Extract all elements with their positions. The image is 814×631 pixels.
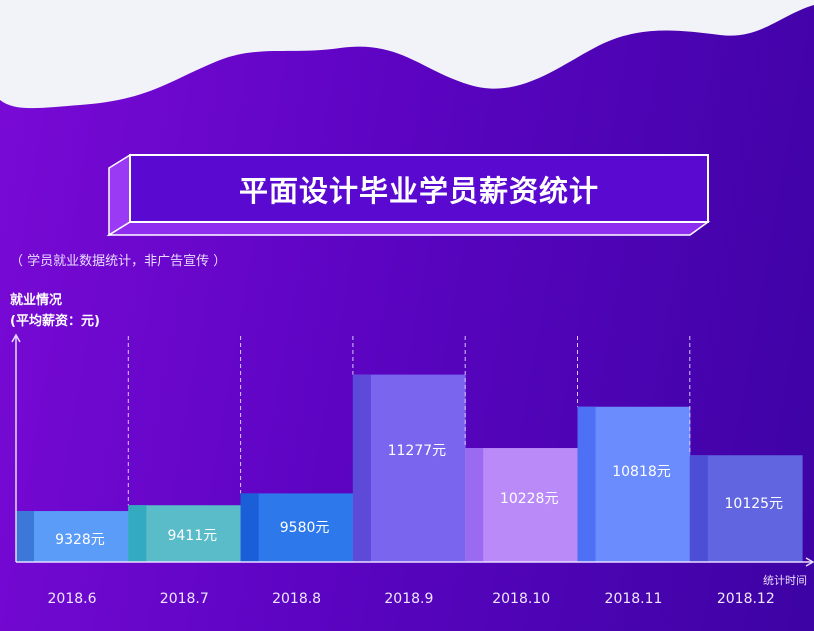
bar bbox=[352, 374, 466, 562]
x-tick-label: 2018.6 bbox=[47, 591, 97, 607]
bar-side bbox=[240, 493, 259, 562]
top-wave-decoration bbox=[0, 0, 814, 109]
x-axis-label: 统计时间 bbox=[763, 574, 807, 587]
bar bbox=[16, 511, 129, 562]
data-label: 10228元 bbox=[499, 490, 559, 507]
x-tick-label: 2018.9 bbox=[384, 591, 434, 607]
data-label: 10818元 bbox=[612, 464, 671, 481]
x-tick-label: 2018.8 bbox=[272, 591, 322, 607]
x-axis-arrow-icon bbox=[805, 557, 814, 567]
data-label: 11277元 bbox=[387, 443, 447, 460]
bar-side bbox=[352, 374, 371, 562]
y-axis-arrow-icon bbox=[11, 333, 21, 343]
bar-side bbox=[689, 455, 708, 562]
bar-side bbox=[577, 406, 596, 562]
x-tick-label: 2018.12 bbox=[716, 591, 775, 607]
data-label: 9580元 bbox=[279, 520, 330, 537]
bar bbox=[577, 406, 691, 562]
page-title: 平面设计毕业学员薪资统计 bbox=[238, 174, 599, 208]
x-tick-label: 2018.7 bbox=[159, 591, 209, 607]
data-label: 10125元 bbox=[724, 495, 784, 512]
subtitle: （ 学员就业数据统计，非广告宣传 ） bbox=[10, 254, 227, 269]
data-label: 9328元 bbox=[55, 531, 105, 548]
y-axis-label: 就业情况 bbox=[10, 293, 63, 308]
x-tick-label: 2018.11 bbox=[604, 591, 663, 607]
bar bbox=[465, 448, 578, 562]
bar bbox=[689, 455, 803, 562]
y-axis-unit-label: (平均薪资：元) bbox=[10, 314, 100, 329]
x-tick-label: 2018.10 bbox=[492, 591, 551, 607]
bar bbox=[128, 505, 242, 562]
data-label: 9411元 bbox=[167, 528, 218, 545]
bar-side bbox=[16, 511, 34, 562]
bar bbox=[240, 493, 354, 562]
bar-side bbox=[128, 505, 147, 562]
bar-side bbox=[465, 448, 484, 562]
title-box bbox=[106, 153, 711, 237]
